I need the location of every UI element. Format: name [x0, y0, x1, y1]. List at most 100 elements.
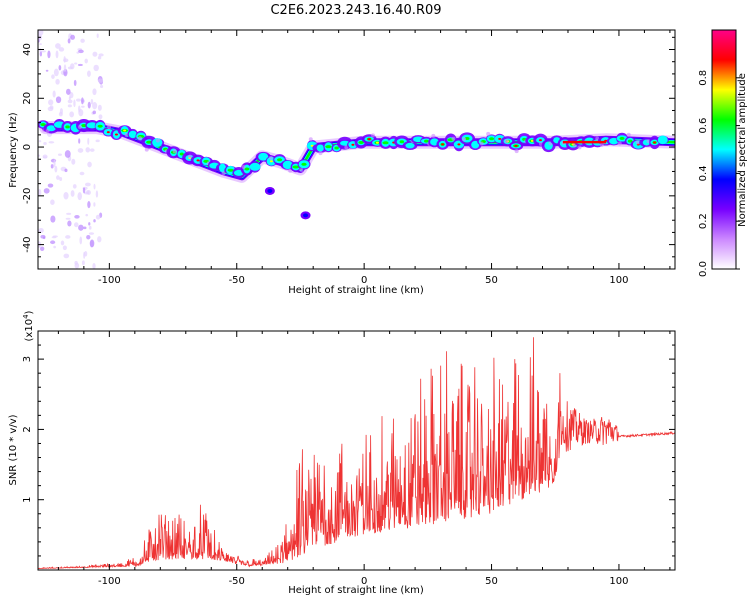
- spectrogram-noise-speck: [50, 240, 56, 245]
- spectrogram-noise-speck: [92, 263, 96, 269]
- spectrogram-x-tick-label: 50: [485, 275, 498, 286]
- spectrogram-blob-max: [351, 143, 355, 146]
- spectrogram-noise-speck: [92, 110, 96, 115]
- spectrogram-noise-speck: [84, 182, 91, 187]
- spectrogram-fringe: [137, 136, 142, 141]
- spectrogram-fringe: [431, 133, 436, 138]
- spectrogram-noise-speck: [69, 111, 75, 118]
- spectrogram-plot-area: [38, 30, 675, 269]
- colorbar-ticks: 0.0 0.2 0.4 0.6 0.8: [698, 70, 740, 277]
- spectrogram-noise-speck: [90, 98, 94, 105]
- spectrogram-noise-speck: [93, 219, 96, 223]
- spectrogram-x-ticks: -100 -50 0 50 100: [57, 30, 671, 286]
- spectrogram-y-label: Frequency (Hz): [8, 112, 19, 188]
- spectrogram-fringe: [188, 154, 193, 159]
- spectrogram-blob-peak: [489, 137, 495, 141]
- snr-x-tick-label: 100: [609, 576, 628, 587]
- spectrogram-noise-speck: [86, 234, 91, 240]
- spectrogram-x-label: Height of straight line (km): [288, 285, 424, 296]
- spectrogram-noise-speck: [71, 158, 76, 165]
- spectrogram-noise-speck: [98, 114, 103, 120]
- spectrogram-blob-max: [530, 139, 534, 142]
- spectrogram-noise-speck: [53, 68, 59, 77]
- spectrogram-noise-speck: [51, 74, 55, 79]
- spectrogram-fringe: [124, 133, 129, 138]
- spectrogram-fringe: [308, 137, 313, 142]
- spectrogram-fringe: [577, 145, 582, 150]
- spectrogram-blob-core: [128, 130, 137, 139]
- spectrogram-blob-peak: [627, 139, 633, 143]
- spectrogram-noise-speck: [74, 260, 78, 265]
- spectrogram-noise-speck: [97, 104, 102, 111]
- spectrogram-noise-speck: [73, 79, 77, 86]
- spectrogram-noise-speck: [93, 64, 99, 72]
- spectrogram-blob-peak: [40, 123, 46, 127]
- spectrogram-noise-speck: [47, 183, 54, 188]
- spectrogram-noise-speck: [73, 99, 76, 108]
- spectrogram-blob-max: [310, 144, 314, 147]
- colorbar-tick-label: 0.8: [698, 70, 709, 86]
- spectrogram-noise-speck: [99, 84, 104, 88]
- spectrogram-noise-speck: [87, 70, 91, 77]
- spectrogram-noise-speck: [88, 225, 92, 230]
- spectrogram-noise-speck: [64, 150, 71, 158]
- spectrogram-noise-speck: [73, 222, 79, 228]
- spectrogram-noise-speck: [97, 78, 104, 83]
- spectrogram-noise-speck: [38, 140, 42, 143]
- spectrogram-fringe: [599, 142, 604, 147]
- spectrogram-blob-core: [233, 169, 244, 176]
- spectrogram-noise-speck: [79, 236, 83, 245]
- spectrogram-fringe: [144, 147, 149, 152]
- spectrogram-blob-max: [653, 141, 657, 144]
- spectrogram-noise-speck: [76, 98, 81, 102]
- spectrogram-isolated-core: [303, 213, 309, 218]
- spectrogram-noise-speck: [95, 139, 100, 143]
- spectrogram-noise-speck: [55, 50, 59, 59]
- spectrogram-noise-speck: [63, 64, 67, 72]
- spectrogram-blob-max: [457, 143, 461, 146]
- colorbar: 0.0 0.2 0.4 0.6 0.8 Normalized spectral ampl…: [698, 29, 748, 277]
- spectrogram-noise-speck: [53, 245, 56, 249]
- spectrogram-noise-speck: [67, 38, 71, 44]
- spectrogram-noise-speck: [67, 99, 73, 104]
- spectrogram-noise-speck: [77, 192, 82, 201]
- spectrogram-noise-speck: [54, 165, 58, 173]
- colorbar-frame: [711, 29, 737, 270]
- spectrogram-blob-max: [114, 133, 118, 136]
- spectrogram-noise-speck: [39, 43, 42, 46]
- spectrogram-noise-speck: [40, 50, 46, 53]
- snr-x-ticks: -100 -50 0 50 100: [57, 331, 671, 587]
- spectrogram-noise-speck: [56, 175, 60, 180]
- spectrogram-blob-core: [282, 160, 293, 170]
- spectrogram-noise-speck: [67, 66, 73, 70]
- spectrogram-fringe: [288, 168, 293, 173]
- spectrogram-noise-speck: [77, 63, 83, 67]
- spectrogram-noise-speck: [74, 62, 78, 65]
- spectrogram-blob-max: [106, 131, 110, 134]
- snr-plot-area: [38, 331, 675, 570]
- spectrogram-blob-max: [123, 129, 127, 132]
- spectrogram-noise-speck: [68, 96, 71, 101]
- spectrogram-noise-speck: [38, 188, 42, 197]
- spectrogram-fringe: [155, 138, 160, 143]
- spectrogram-fringe: [462, 137, 467, 142]
- spectrogram-blob-core: [657, 135, 668, 145]
- spectrogram-blob-peak: [227, 168, 234, 172]
- spectrogram-noise-speck: [85, 147, 91, 153]
- snr-y-label: SNR (10 * v/v): [8, 414, 19, 485]
- spectrogram-noise-speck: [70, 34, 76, 40]
- spectrogram-noise-speck: [74, 214, 80, 219]
- spectrogram-noise-speck: [65, 217, 71, 220]
- spectrogram-blob-core: [471, 140, 480, 149]
- spectrogram-noise-speck: [63, 192, 69, 200]
- spectrogram-fringe: [617, 141, 622, 146]
- spectrogram-blob-core: [258, 152, 269, 161]
- spectrogram-blob-peak: [382, 141, 389, 145]
- spectrogram-noise-speck: [95, 190, 99, 198]
- spectrogram-noise-speck: [89, 239, 95, 248]
- spectrogram-noise-speck: [97, 236, 102, 243]
- spectrogram-noise-speck: [78, 224, 84, 231]
- spectrogram-fringe: [451, 136, 456, 141]
- spectrogram-noise-speck: [42, 156, 48, 159]
